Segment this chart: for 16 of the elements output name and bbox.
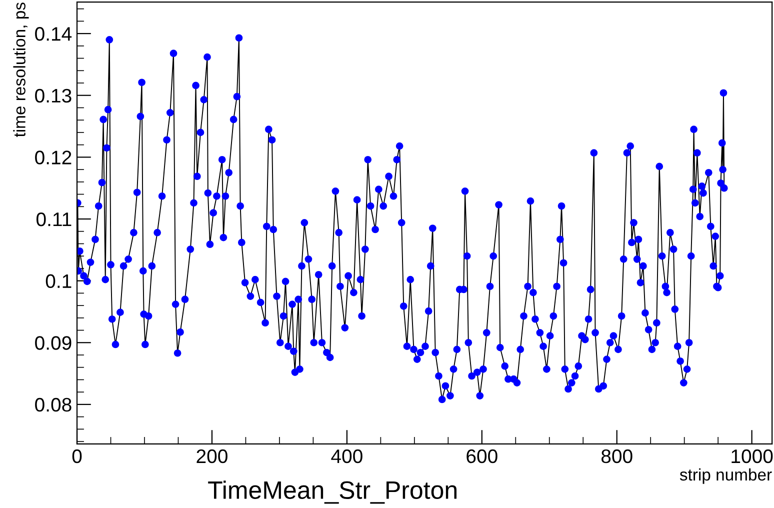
y-tick-label: 0.14: [35, 27, 72, 41]
x-tick-label: 200: [196, 449, 228, 464]
x-tick-label: 600: [466, 449, 498, 464]
x-tick-label: 400: [331, 449, 362, 464]
x-tick-label: 800: [601, 449, 632, 464]
y-tick-label: 0.08: [35, 398, 72, 412]
x-tick-label: 1000: [732, 449, 773, 464]
y-tick-label: 0.12: [35, 150, 72, 164]
y-tick-label: 0.13: [35, 88, 72, 103]
y-tick-label: 0.1: [46, 274, 72, 288]
x-axis-title: strip number: [680, 468, 772, 484]
x-tick-label: 0: [72, 449, 82, 464]
y-tick-label: 0.09: [35, 336, 72, 350]
text: TimeMean_Str_Proton: [208, 480, 456, 504]
y-tick-label: 0.11: [36, 212, 72, 226]
y-axis-title: time resolution, ps: [13, 2, 29, 138]
